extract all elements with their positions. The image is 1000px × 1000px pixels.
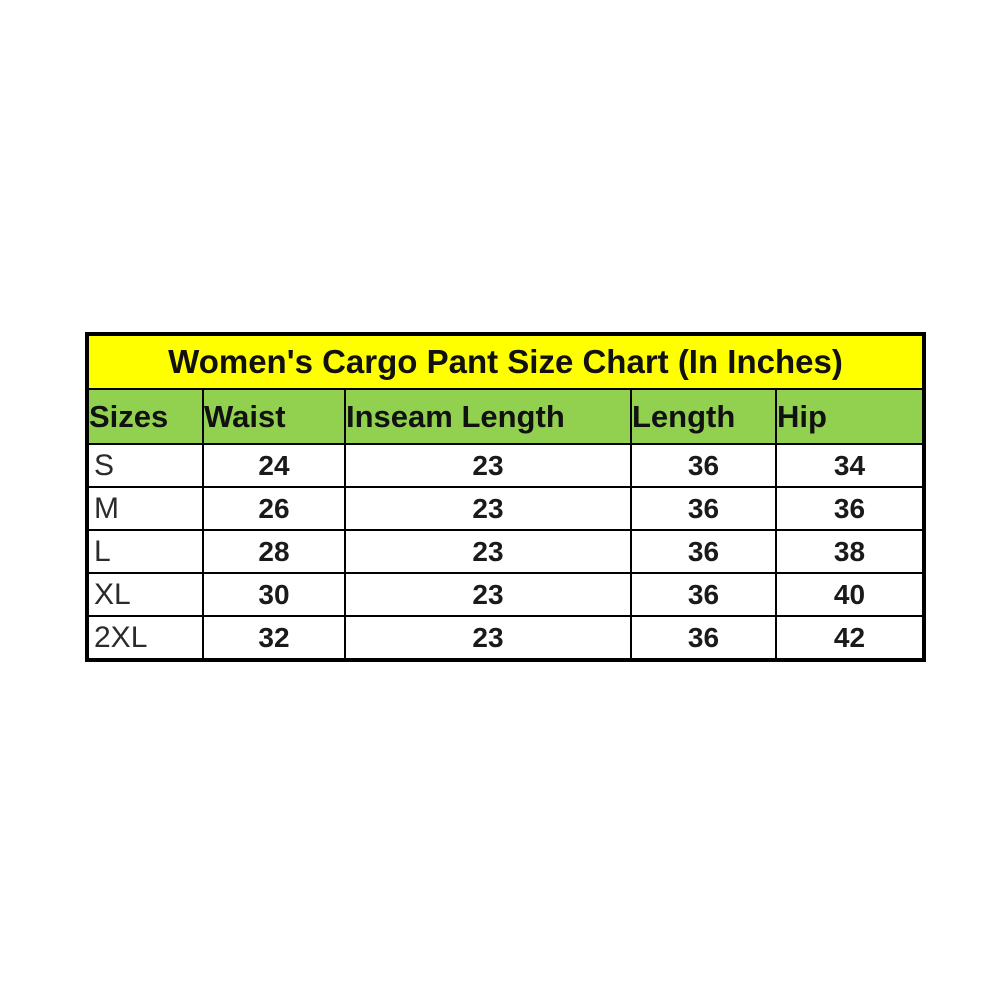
length-cell: 36	[630, 486, 777, 531]
length-cell: 36	[630, 572, 777, 617]
size-cell: XL	[86, 572, 204, 617]
title-row: Women's Cargo Pant Size Chart (In Inches…	[85, 333, 926, 390]
table-row: L 28 23 36 38	[86, 529, 926, 574]
column-header-inseam: Inseam Length	[344, 388, 632, 445]
column-header-length: Length	[630, 388, 777, 445]
inseam-cell: 23	[344, 529, 632, 574]
hip-cell: 36	[774, 486, 926, 531]
waist-cell: 24	[202, 443, 346, 488]
size-chart: Women's Cargo Pant Size Chart (In Inches…	[85, 332, 927, 662]
hip-cell: 40	[774, 572, 926, 617]
table-row: XL 30 23 36 40	[86, 572, 926, 617]
size-cell: 2XL	[86, 615, 204, 661]
size-chart-table: Women's Cargo Pant Size Chart (In Inches…	[85, 332, 927, 662]
size-cell: S	[86, 443, 204, 488]
inseam-cell: 23	[344, 443, 632, 488]
inseam-cell: 23	[344, 572, 632, 617]
waist-cell: 28	[202, 529, 346, 574]
waist-cell: 26	[202, 486, 346, 531]
length-cell: 36	[630, 615, 777, 661]
hip-cell: 38	[774, 529, 926, 574]
inseam-cell: 23	[344, 486, 632, 531]
column-header-hip: Hip	[774, 388, 926, 445]
waist-cell: 32	[202, 615, 346, 661]
hip-cell: 34	[774, 443, 926, 488]
table-row: 2XL 32 23 36 42	[86, 615, 926, 661]
table-row: S 24 23 36 34	[86, 443, 926, 488]
column-header-waist: Waist	[202, 388, 346, 445]
table-row: M 26 23 36 36	[86, 486, 926, 531]
hip-cell: 42	[774, 615, 926, 661]
length-cell: 36	[630, 443, 777, 488]
column-header-sizes: Sizes	[86, 388, 204, 445]
inseam-cell: 23	[344, 615, 632, 661]
waist-cell: 30	[202, 572, 346, 617]
size-cell: M	[86, 486, 204, 531]
chart-title: Women's Cargo Pant Size Chart (In Inches…	[85, 333, 926, 390]
header-row: Sizes Waist Inseam Length Length Hip	[86, 388, 926, 445]
length-cell: 36	[630, 529, 777, 574]
size-cell: L	[86, 529, 204, 574]
